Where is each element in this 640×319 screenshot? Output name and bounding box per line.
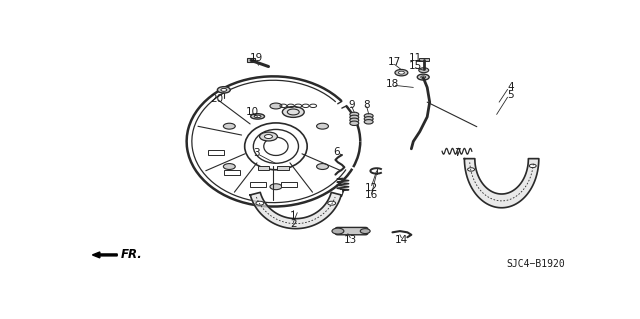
Circle shape: [395, 70, 408, 76]
Text: 9: 9: [349, 100, 355, 110]
Circle shape: [364, 117, 373, 121]
Circle shape: [218, 87, 230, 93]
Text: 14: 14: [395, 235, 408, 245]
Circle shape: [529, 164, 536, 167]
Circle shape: [270, 103, 282, 109]
Circle shape: [420, 76, 426, 78]
Text: 17: 17: [388, 57, 401, 67]
Polygon shape: [92, 252, 117, 258]
Text: 16: 16: [365, 190, 378, 200]
Circle shape: [468, 168, 474, 171]
Circle shape: [417, 74, 429, 80]
Text: 4: 4: [508, 82, 514, 93]
Circle shape: [264, 135, 273, 138]
Text: 1: 1: [290, 211, 296, 221]
Circle shape: [364, 114, 373, 118]
FancyBboxPatch shape: [209, 151, 225, 155]
Polygon shape: [465, 159, 539, 208]
FancyBboxPatch shape: [250, 182, 266, 187]
Circle shape: [364, 120, 373, 124]
Text: SJC4−B1920: SJC4−B1920: [506, 259, 565, 269]
Circle shape: [350, 118, 359, 122]
Circle shape: [223, 164, 236, 169]
Text: 18: 18: [386, 79, 399, 89]
Circle shape: [223, 123, 236, 129]
Text: 8: 8: [364, 100, 370, 110]
Text: 3: 3: [253, 148, 259, 158]
Circle shape: [317, 164, 328, 169]
Text: 7: 7: [454, 148, 460, 158]
Polygon shape: [250, 192, 341, 229]
Circle shape: [350, 112, 359, 117]
Text: 11: 11: [409, 53, 422, 63]
Circle shape: [360, 229, 370, 234]
FancyBboxPatch shape: [224, 170, 239, 175]
Circle shape: [419, 68, 429, 73]
Ellipse shape: [251, 114, 264, 119]
Text: FR.: FR.: [121, 249, 143, 262]
Text: 10: 10: [246, 107, 259, 117]
Circle shape: [350, 115, 359, 120]
Circle shape: [256, 201, 264, 205]
Circle shape: [270, 184, 282, 190]
Circle shape: [221, 88, 227, 91]
Circle shape: [282, 107, 304, 117]
Text: 15: 15: [409, 61, 422, 71]
Circle shape: [260, 132, 277, 141]
Text: 13: 13: [344, 235, 357, 245]
Text: 5: 5: [508, 90, 514, 100]
FancyBboxPatch shape: [335, 227, 368, 235]
Ellipse shape: [254, 115, 261, 118]
Text: 12: 12: [365, 182, 378, 193]
FancyBboxPatch shape: [257, 166, 269, 170]
Text: 19: 19: [250, 53, 262, 63]
FancyBboxPatch shape: [246, 58, 255, 62]
Text: 20: 20: [210, 94, 223, 104]
Circle shape: [332, 228, 344, 234]
Text: 7: 7: [339, 189, 345, 199]
Text: 2: 2: [290, 219, 296, 229]
Text: 6: 6: [333, 147, 340, 157]
FancyBboxPatch shape: [281, 182, 297, 187]
Circle shape: [328, 201, 335, 205]
FancyBboxPatch shape: [419, 58, 429, 61]
Circle shape: [317, 123, 328, 129]
Circle shape: [350, 121, 359, 125]
Circle shape: [399, 71, 404, 74]
FancyBboxPatch shape: [277, 166, 289, 170]
